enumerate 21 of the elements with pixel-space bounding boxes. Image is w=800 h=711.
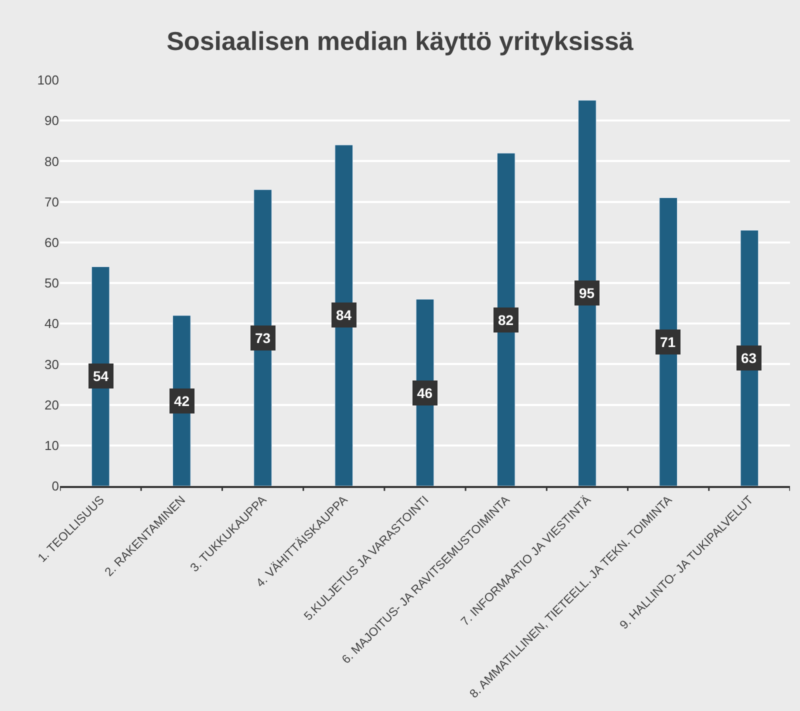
data-label: 42 — [174, 393, 190, 409]
y-tick-label: 30 — [44, 356, 59, 372]
y-tick-label: 100 — [37, 72, 59, 88]
y-tick-label: 70 — [44, 194, 59, 210]
chart-title: Sosiaalisen median käyttö yrityksissä — [166, 26, 634, 56]
y-tick-label: 50 — [44, 276, 59, 291]
data-label: 63 — [741, 350, 757, 366]
y-tick-label: 60 — [44, 234, 59, 250]
data-label: 54 — [93, 368, 109, 384]
data-label: 71 — [660, 334, 676, 350]
y-tick-label: 10 — [44, 438, 59, 453]
data-label: 73 — [255, 330, 271, 346]
y-tick-label: 20 — [44, 397, 59, 412]
data-label: 95 — [579, 285, 595, 301]
y-tick-label: 40 — [44, 316, 59, 332]
data-label: 82 — [498, 312, 514, 328]
y-tick-label: 80 — [44, 154, 59, 169]
data-label: 84 — [336, 307, 352, 323]
data-label: 46 — [417, 385, 433, 401]
y-tick-label: 0 — [52, 478, 59, 494]
y-tick-label: 90 — [44, 113, 59, 128]
